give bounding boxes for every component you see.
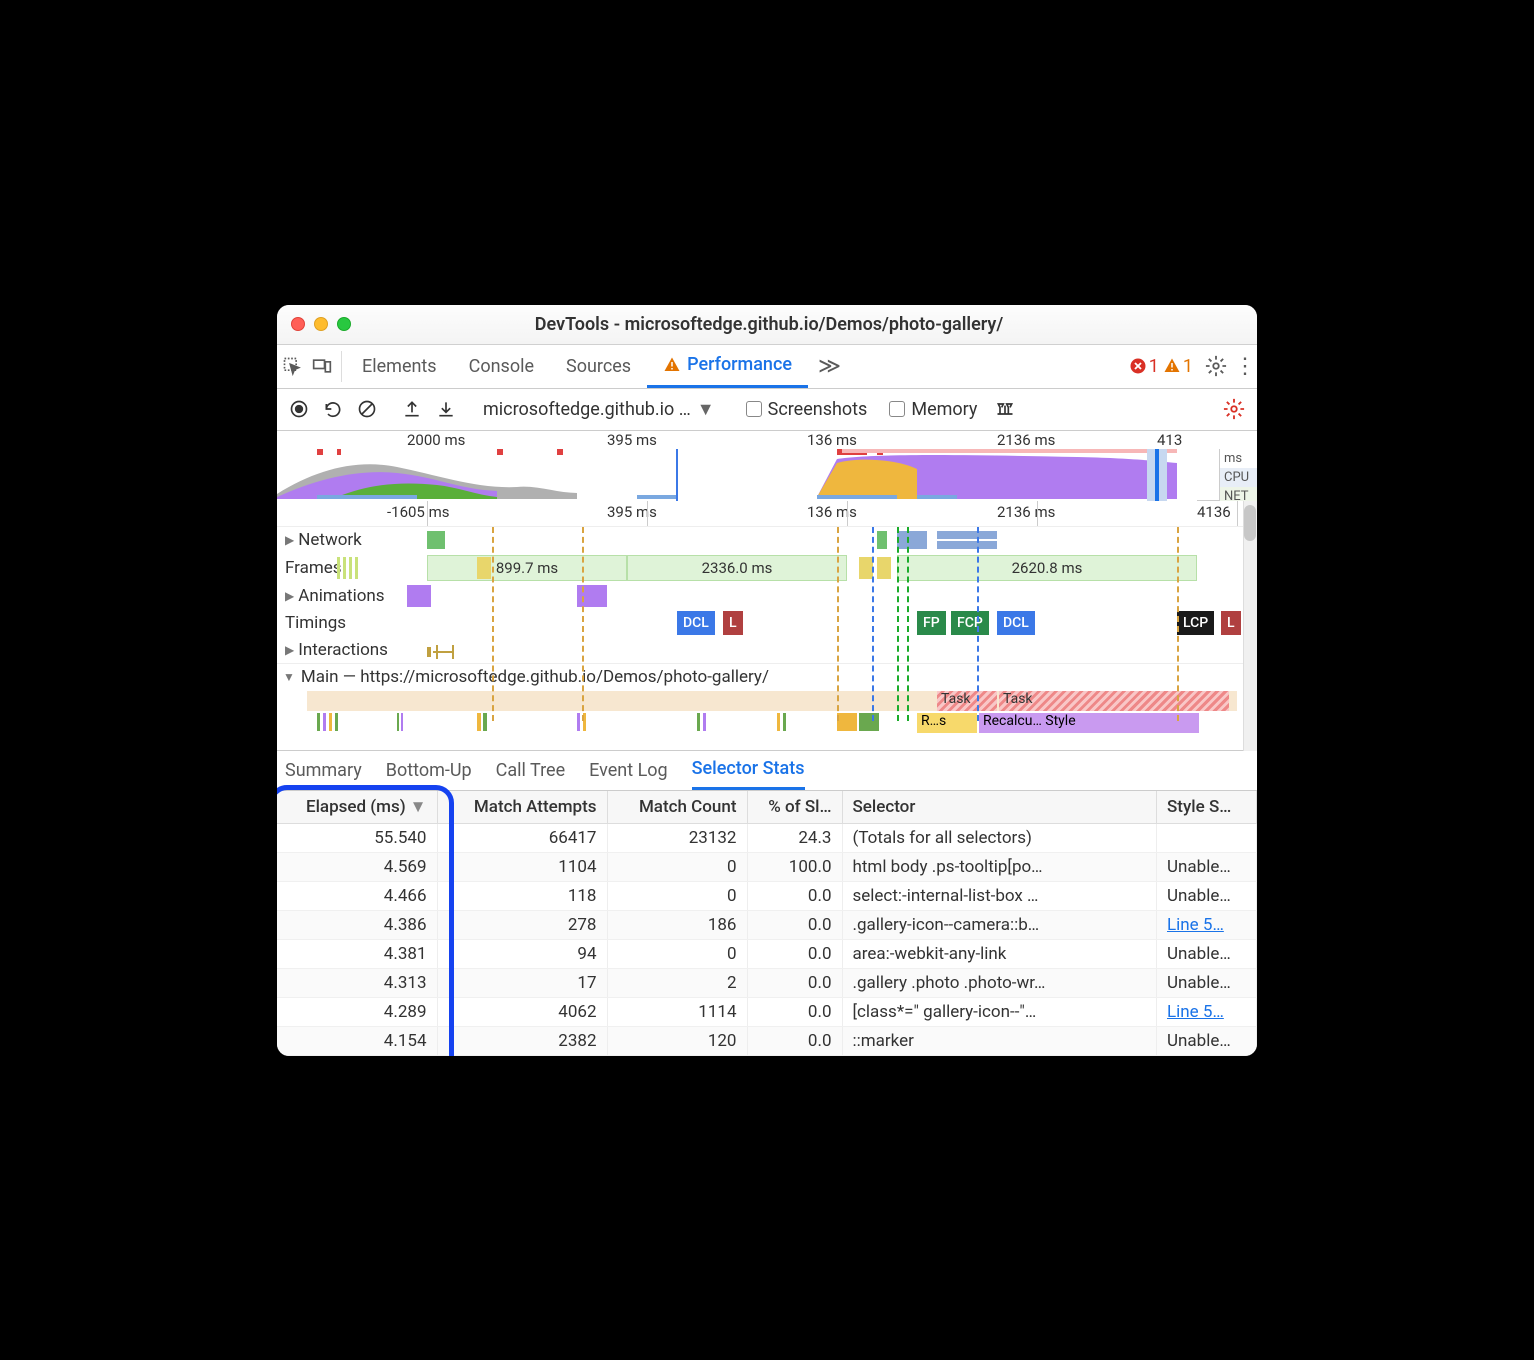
table-row[interactable]: 4.15423821200.0::markerUnable… — [277, 1026, 1257, 1055]
issue-badges[interactable]: 1 1 — [1123, 345, 1199, 388]
memory-checkbox[interactable]: Memory — [879, 399, 987, 420]
table-row[interactable]: 4.3131720.0.gallery .photo .photo-wr…Una… — [277, 968, 1257, 997]
overview-label: 395 ms — [607, 431, 657, 449]
main-toolbar: Elements Console Sources Performance ≫ 1… — [277, 345, 1257, 389]
clear-icon[interactable] — [351, 393, 383, 425]
minimize-icon[interactable] — [314, 317, 328, 331]
animation-block[interactable] — [407, 585, 431, 607]
selector-stats-panel: Elapsed (ms)▼Match AttemptsMatch Count% … — [277, 791, 1257, 1056]
tab-performance[interactable]: Performance — [647, 345, 808, 388]
frame-block[interactable]: 2336.0 ms — [627, 555, 847, 581]
timeline[interactable]: -1605 ms 395 ms 136 ms 2136 ms 4136 ▶Network… — [277, 501, 1257, 751]
timing-marker[interactable]: DCL — [997, 611, 1035, 635]
details-tabs: Summary Bottom-Up Call Tree Event Log Select… — [277, 751, 1257, 791]
table-row[interactable]: 4.3862781860.0.gallery-icon--camera::b…L… — [277, 910, 1257, 939]
table-row[interactable]: 4.46611800.0select:-internal-list-box …U… — [277, 881, 1257, 910]
tab-elements[interactable]: Elements — [346, 345, 453, 388]
lane-timings[interactable]: Timings DCLLFPFCPDCLLCPL — [277, 609, 1257, 637]
timing-marker[interactable]: LCP — [1177, 611, 1214, 635]
overview-label: 2000 ms — [407, 431, 465, 449]
frame-block[interactable]: 899.7 ms — [427, 555, 627, 581]
tab-sources[interactable]: Sources — [550, 345, 647, 388]
device-icon[interactable] — [307, 345, 337, 388]
flame-task[interactable]: Task — [937, 691, 997, 711]
details-tab-summary[interactable]: Summary — [285, 751, 362, 790]
download-icon[interactable] — [430, 393, 462, 425]
timing-marker[interactable]: L — [723, 611, 743, 635]
flame-task[interactable]: Task — [999, 691, 1229, 711]
devtools-window: DevTools - microsoftedge.github.io/Demos… — [277, 305, 1257, 1056]
flame-entry[interactable]: Recalcu… Style — [979, 713, 1199, 733]
inspect-icon[interactable] — [277, 345, 307, 388]
tab-console[interactable]: Console — [453, 345, 550, 388]
timing-marker[interactable]: FP — [917, 611, 946, 635]
more-tabs-icon[interactable]: ≫ — [808, 345, 851, 388]
record-icon[interactable] — [283, 393, 315, 425]
ruler-label: -1605 ms — [387, 503, 449, 521]
lane-frames[interactable]: Frames 899.7 ms2336.0 ms2620.8 ms — [277, 553, 1257, 583]
table-row[interactable]: 4.289406211140.0[class*=" gallery-icon--… — [277, 997, 1257, 1026]
overview-strip[interactable]: 2000 ms 395 ms 136 ms 2136 ms 413 — [277, 431, 1257, 501]
timing-marker[interactable]: L — [1221, 611, 1241, 635]
performance-toolbar: microsoftedge.github.io … ▼ Screenshots … — [277, 389, 1257, 431]
panel-tabs: Elements Console Sources Performance — [346, 345, 808, 388]
main-thread-header[interactable]: ▼ Main — https://microsoftedge.github.io… — [277, 663, 1257, 691]
col-header[interactable]: Match Attempts — [437, 791, 607, 824]
ruler-label: 395 ms — [607, 503, 657, 521]
details-tab-bottom-up[interactable]: Bottom-Up — [386, 751, 472, 790]
table-row[interactable]: 4.56911040100.0html body .ps-tooltip[po…… — [277, 852, 1257, 881]
window-title: DevTools - microsoftedge.github.io/Demos… — [361, 314, 1177, 335]
stylesheet-link[interactable]: Line 5… — [1167, 915, 1224, 935]
lane-interactions[interactable]: ▶Interactions — [277, 637, 1257, 663]
timing-marker[interactable]: FCP — [951, 611, 989, 635]
timeline-ruler: -1605 ms 395 ms 136 ms 2136 ms 4136 — [277, 501, 1257, 527]
stylesheet-link[interactable]: Line 5… — [1167, 1002, 1224, 1022]
details-tab-event-log[interactable]: Event Log — [589, 751, 668, 790]
overview-side-labels: ms CPU NET — [1219, 449, 1257, 506]
col-header[interactable]: Match Count — [607, 791, 747, 824]
table-row[interactable]: 4.3819400.0area:-webkit-any-linkUnable… — [277, 939, 1257, 968]
lane-animations[interactable]: ▶Animations — [277, 583, 1257, 609]
warning-badge[interactable]: 1 — [1163, 356, 1193, 377]
settings-icon[interactable] — [1199, 345, 1233, 388]
ruler-label: 136 ms — [807, 503, 857, 521]
overview-label: 413 — [1157, 431, 1182, 449]
url-select[interactable]: microsoftedge.github.io … ▼ — [475, 399, 723, 420]
collect-garbage-icon[interactable] — [989, 393, 1021, 425]
details-tab-call-tree[interactable]: Call Tree — [496, 751, 565, 790]
col-header[interactable]: Selector — [842, 791, 1157, 824]
ruler-label: 4136 — [1197, 503, 1231, 521]
overview-label: 136 ms — [807, 431, 857, 449]
reload-icon[interactable] — [317, 393, 349, 425]
ruler-label: 2136 ms — [997, 503, 1055, 521]
overview-label: 2136 ms — [997, 431, 1055, 449]
frame-block[interactable]: 2620.8 ms — [897, 555, 1197, 581]
col-header[interactable]: % of Sl… — [747, 791, 842, 824]
chevron-down-icon: ▼ — [697, 399, 715, 420]
selector-stats-table[interactable]: Elapsed (ms)▼Match AttemptsMatch Count% … — [277, 791, 1257, 1056]
traffic-lights — [291, 317, 351, 331]
capture-settings-icon[interactable] — [1217, 398, 1251, 420]
col-header[interactable]: Elapsed (ms)▼ — [277, 791, 437, 824]
kebab-icon[interactable]: ⋮ — [1233, 345, 1257, 388]
lane-network[interactable]: ▶Network — [277, 527, 1257, 553]
animation-block[interactable] — [577, 585, 607, 607]
details-tab-selector-stats[interactable]: Selector Stats — [692, 751, 805, 790]
upload-icon[interactable] — [396, 393, 428, 425]
col-header[interactable]: Style S… — [1157, 791, 1257, 824]
table-row[interactable]: 55.540664172313224.3(Totals for all sele… — [277, 823, 1257, 852]
titlebar: DevTools - microsoftedge.github.io/Demos… — [277, 305, 1257, 345]
flame-entry[interactable]: R…s — [917, 713, 977, 733]
flame-chart[interactable]: TaskTask R…sRecalcu… Style — [277, 691, 1257, 751]
zoom-icon[interactable] — [337, 317, 351, 331]
screenshots-checkbox[interactable]: Screenshots — [736, 399, 878, 420]
close-icon[interactable] — [291, 317, 305, 331]
error-badge[interactable]: 1 — [1129, 356, 1159, 377]
timing-marker[interactable]: DCL — [677, 611, 715, 635]
